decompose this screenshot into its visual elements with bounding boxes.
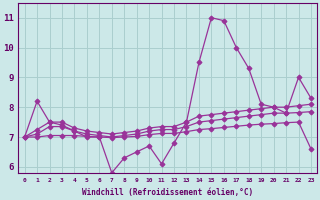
X-axis label: Windchill (Refroidissement éolien,°C): Windchill (Refroidissement éolien,°C) [82, 188, 253, 197]
